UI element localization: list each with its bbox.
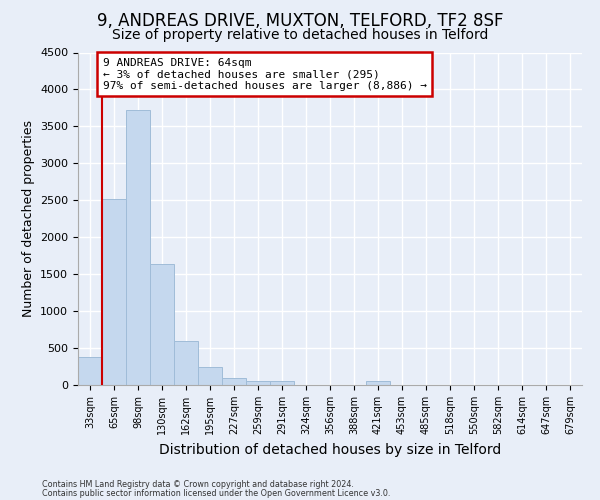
- Bar: [246, 380, 270, 385]
- Y-axis label: Number of detached properties: Number of detached properties: [22, 120, 35, 318]
- Bar: [270, 382, 294, 385]
- Text: 9 ANDREAS DRIVE: 64sqm
← 3% of detached houses are smaller (295)
97% of semi-det: 9 ANDREAS DRIVE: 64sqm ← 3% of detached …: [103, 58, 427, 91]
- Bar: [222, 378, 246, 385]
- Bar: [198, 368, 222, 385]
- Text: Size of property relative to detached houses in Telford: Size of property relative to detached ho…: [112, 28, 488, 42]
- Text: Contains public sector information licensed under the Open Government Licence v3: Contains public sector information licen…: [42, 488, 391, 498]
- Bar: [150, 264, 174, 385]
- X-axis label: Distribution of detached houses by size in Telford: Distribution of detached houses by size …: [159, 442, 501, 456]
- Bar: [102, 199, 126, 385]
- Text: 9, ANDREAS DRIVE, MUXTON, TELFORD, TF2 8SF: 9, ANDREAS DRIVE, MUXTON, TELFORD, TF2 8…: [97, 12, 503, 30]
- Bar: [174, 340, 198, 385]
- Text: Contains HM Land Registry data © Crown copyright and database right 2024.: Contains HM Land Registry data © Crown c…: [42, 480, 354, 489]
- Bar: [126, 110, 150, 385]
- Bar: [78, 357, 102, 385]
- Bar: [366, 380, 390, 385]
